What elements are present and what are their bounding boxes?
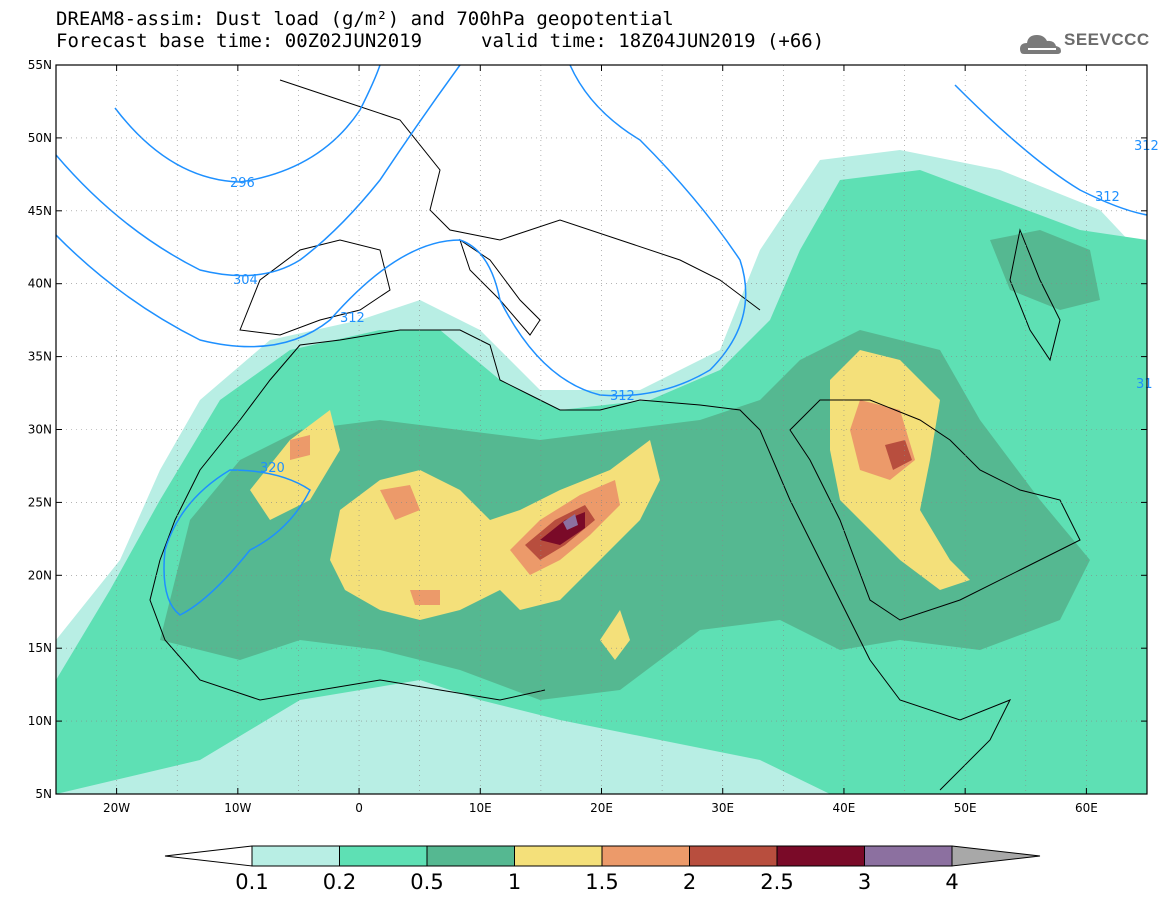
colorbar-level-label: 4 (945, 870, 959, 894)
lat-tick-label: 45N (28, 204, 52, 218)
contour-label-296: 296 (230, 176, 255, 191)
colorbar-segment (601, 845, 690, 867)
lon-tick-label: 10W (224, 801, 251, 815)
contour-label-312c: 312 (1095, 190, 1120, 205)
contour-label-304: 304 (233, 273, 258, 288)
coast-iberia (239, 239, 391, 336)
contour-label-312a: 312 (340, 311, 365, 326)
lat-tick-label: 5N (35, 787, 52, 801)
title-line-2: Forecast base time: 00Z02JUN2019 (56, 30, 423, 52)
contour-labels: 296 304 312 312 312 312 320 31 (230, 139, 1159, 476)
logo-text: SEEVCCC (1064, 30, 1150, 49)
dust-band-17 (563, 514, 578, 530)
colorbar-segment (251, 845, 340, 867)
colorbar-level-label: 0.5 (410, 870, 444, 894)
contour-296 (114, 65, 381, 183)
coast-horn (869, 659, 1012, 791)
dust-band-13 (290, 435, 310, 460)
coast-arabia (789, 399, 1081, 621)
dust-field (56, 150, 1147, 794)
contour-304 (56, 65, 461, 277)
contour-label-320: 320 (260, 461, 285, 476)
colorbar-segment (426, 845, 515, 867)
lon-tick-label: 50E (954, 801, 977, 815)
dust-band-06 (250, 410, 340, 520)
colorbar-level-label: 1 (507, 870, 522, 894)
dust-band-15 (885, 440, 912, 470)
colorbar (164, 845, 1041, 867)
lat-tick-label: 10N (28, 714, 52, 728)
lat-tick-label: 40N (28, 277, 52, 291)
lat-tick-label: 50N (28, 131, 52, 145)
lon-tick-label: 0 (355, 801, 363, 815)
colorbar-level-label: 2.5 (760, 870, 794, 894)
lon-tick-label: 60E (1075, 801, 1098, 815)
coast-west-africa (149, 559, 546, 701)
lat-axis: 55N 50N 45N 40N 35N 30N 25N 20N 15N 10N 5N (28, 58, 1147, 801)
gridlines (56, 65, 1147, 794)
lat-tick-label: 30N (28, 423, 52, 437)
dust-band-05 (330, 440, 660, 620)
contour-label-312b: 312 (610, 389, 635, 404)
colorbar-level-label: 0.1 (235, 870, 269, 894)
dust-band-08 (600, 610, 630, 660)
dust-band-11 (380, 485, 420, 520)
lat-tick-label: 25N (28, 495, 52, 509)
lat-tick-label: 35N (28, 350, 52, 364)
colorbar-extend-low (164, 845, 253, 867)
colorbar-level-label: 1.5 (585, 870, 619, 894)
colorbar-level-label: 2 (682, 870, 697, 894)
coast-italy (459, 238, 541, 336)
coast-caspian (1009, 228, 1061, 362)
colorbar-segment (514, 845, 603, 867)
contour-320 (163, 469, 311, 616)
colorbar-level-label: 0.2 (322, 870, 357, 894)
colorbar-segment (864, 845, 953, 867)
colorbar-extend-high (951, 845, 1041, 867)
coast-europe (279, 79, 761, 311)
title-line-1: DREAM8-assim: Dust load (g/m²) and 700hP… (56, 8, 674, 30)
lon-tick-label: 40E (833, 801, 856, 815)
lat-tick-label: 55N (28, 58, 52, 72)
lat-tick-label: 20N (28, 568, 52, 582)
lon-tick-label: 20E (590, 801, 613, 815)
lon-tick-label: 30E (711, 801, 734, 815)
cloud-logo-icon (1020, 35, 1061, 54)
colorbar-segment (776, 845, 865, 867)
dust-band-04 (990, 230, 1100, 310)
lon-tick-label: 20W (103, 801, 130, 815)
lon-tick-label: 10E (469, 801, 492, 815)
contour-312-east (954, 84, 1147, 216)
colorbar-segment (689, 845, 778, 867)
coastlines (149, 79, 1081, 791)
colorbar-level-label: 3 (857, 870, 872, 894)
lon-axis: 20W 10W 0 10E 20E 30E 40E 50E 60E (103, 65, 1098, 815)
dust-band-12 (410, 590, 440, 605)
coast-red-sea (759, 429, 871, 661)
valid-time: valid time: 18Z04JUN2019 (+66) (481, 30, 825, 52)
colorbar-segment (339, 845, 428, 867)
coast-north-africa (159, 329, 761, 561)
contour-label-31: 31 (1136, 377, 1153, 392)
lat-tick-label: 15N (28, 641, 52, 655)
